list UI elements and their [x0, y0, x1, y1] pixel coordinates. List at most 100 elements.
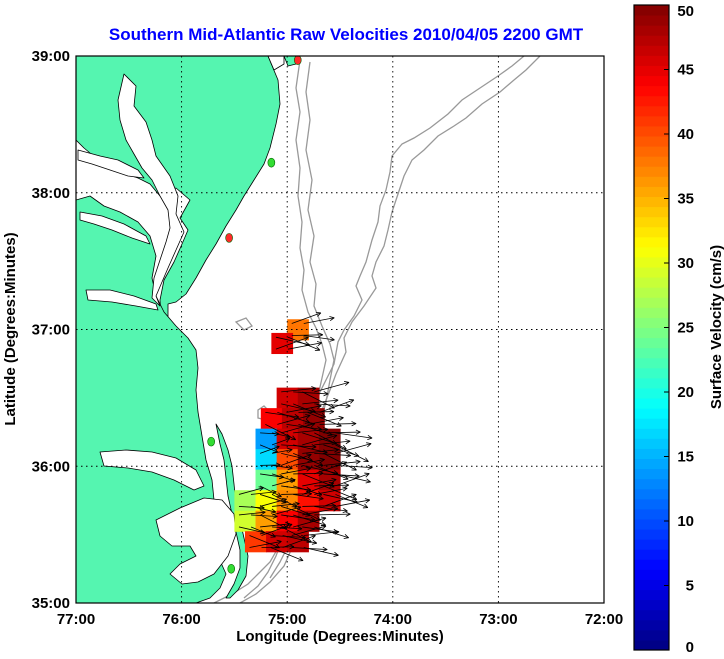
- arrow-head: [317, 312, 322, 317]
- arrow-head: [288, 465, 293, 469]
- colorbar-step: [634, 448, 669, 460]
- velocity-cell: [276, 469, 299, 491]
- arrow-head: [310, 516, 316, 521]
- arrow-head: [343, 537, 349, 539]
- arrow-head: [286, 433, 291, 438]
- arrow-head: [319, 495, 324, 500]
- arrow-head: [334, 529, 340, 533]
- arrow-head: [287, 449, 293, 453]
- colorbar-tick-label: 15: [677, 449, 694, 466]
- arrow-head: [270, 511, 276, 514]
- arrow-head: [301, 534, 306, 538]
- arrow-head: [317, 342, 323, 347]
- potomac-river: [77, 149, 145, 179]
- arrow-head: [342, 461, 348, 466]
- y-tick-label: 37:00: [32, 322, 70, 339]
- velocity-arrow: [272, 503, 300, 507]
- arrow-head: [318, 498, 324, 501]
- arrow-head: [294, 501, 300, 504]
- velocity-arrow: [293, 514, 326, 526]
- velocity-arrow: [302, 479, 337, 487]
- velocity-arrow: [281, 454, 312, 466]
- arrow-head: [271, 489, 277, 493]
- arrow-head: [354, 473, 360, 477]
- arrow-head: [316, 341, 322, 344]
- velocity-arrow: [250, 514, 278, 517]
- arrow-head: [305, 341, 310, 346]
- arrow-head: [287, 467, 293, 471]
- site-markers: [207, 56, 302, 574]
- arrow-head: [318, 472, 324, 476]
- arrow-head: [322, 546, 328, 550]
- arrow-head: [343, 508, 348, 512]
- colorbar-step: [634, 186, 669, 197]
- colorbar-step: [634, 85, 669, 97]
- arrow-head: [331, 479, 337, 483]
- arrow-head: [285, 521, 291, 525]
- colorbar-step: [634, 428, 669, 439]
- arrow-head: [281, 502, 287, 504]
- y-tick-label: 36:00: [32, 458, 70, 475]
- colorbar-step: [634, 55, 669, 66]
- arrow-head: [353, 498, 358, 503]
- arrow-head: [323, 428, 329, 433]
- arrow-head: [307, 493, 312, 497]
- velocity-cell: [276, 490, 299, 512]
- velocity-arrow: [281, 526, 312, 543]
- arrow-head: [321, 524, 327, 527]
- arrow-head: [321, 517, 327, 522]
- arrow-head: [367, 467, 373, 470]
- velocity-arrow: [277, 414, 311, 425]
- chart-title: Southern Mid-Atlantic Raw Velocities 201…: [109, 25, 584, 44]
- velocity-arrow: [259, 446, 280, 454]
- colorbar-step: [634, 498, 669, 510]
- colorbar-step: [634, 377, 669, 389]
- arrow-head: [299, 556, 304, 561]
- velocity-arrow: [282, 535, 317, 544]
- colorbar-step: [634, 256, 669, 268]
- colorbar-step: [634, 347, 669, 359]
- map-area: [76, 56, 604, 603]
- velocity-arrow: [314, 381, 350, 393]
- colorbar-step: [634, 337, 669, 349]
- arrow-head: [271, 491, 277, 495]
- arrow-head: [294, 503, 300, 507]
- velocity-arrow: [335, 473, 371, 483]
- arrow-head: [275, 462, 281, 466]
- colorbar-step: [634, 105, 669, 117]
- y-axis-label: Latitude (Degrees:Minutes): [2, 232, 19, 425]
- velocity-arrow: [303, 317, 335, 324]
- arrow-head: [329, 317, 335, 322]
- arrow-head: [367, 443, 372, 448]
- arrow-head: [306, 468, 311, 472]
- y-tick-labels: 39:00 38:00 37:00 36:00 35:00: [32, 48, 70, 612]
- arrow-head: [307, 454, 312, 459]
- colorbar-tick-label: 20: [677, 384, 694, 401]
- velocity-arrow: [302, 399, 339, 405]
- colorbar-step: [634, 45, 669, 56]
- velocity-arrow: [287, 342, 322, 350]
- arrow-head: [271, 508, 277, 513]
- velocity-arrow: [335, 432, 373, 439]
- arrow-head: [343, 444, 347, 450]
- arrow-head: [342, 487, 348, 492]
- arrow-head: [329, 411, 335, 415]
- velocity-arrow: [314, 461, 347, 475]
- colorbar-step: [634, 5, 669, 16]
- velocity-arrow: [293, 391, 329, 395]
- colorbar-label: Surface Velocity (cm/s): [708, 245, 724, 409]
- colorbar-step: [634, 15, 669, 26]
- arrow-head: [260, 511, 266, 516]
- velocity-arrow: [272, 449, 293, 454]
- velocity-arrow: [281, 493, 312, 495]
- site-marker: [225, 233, 233, 243]
- arrow-head: [364, 503, 369, 508]
- arrow-head: [317, 405, 322, 410]
- velocity-arrow: [271, 473, 296, 482]
- arrow-head: [287, 447, 293, 451]
- colorbar-tick-label: 45: [677, 62, 694, 79]
- colorbar-tick-label: 25: [677, 320, 694, 337]
- colorbar-step: [634, 146, 669, 157]
- arrow-head: [345, 403, 351, 407]
